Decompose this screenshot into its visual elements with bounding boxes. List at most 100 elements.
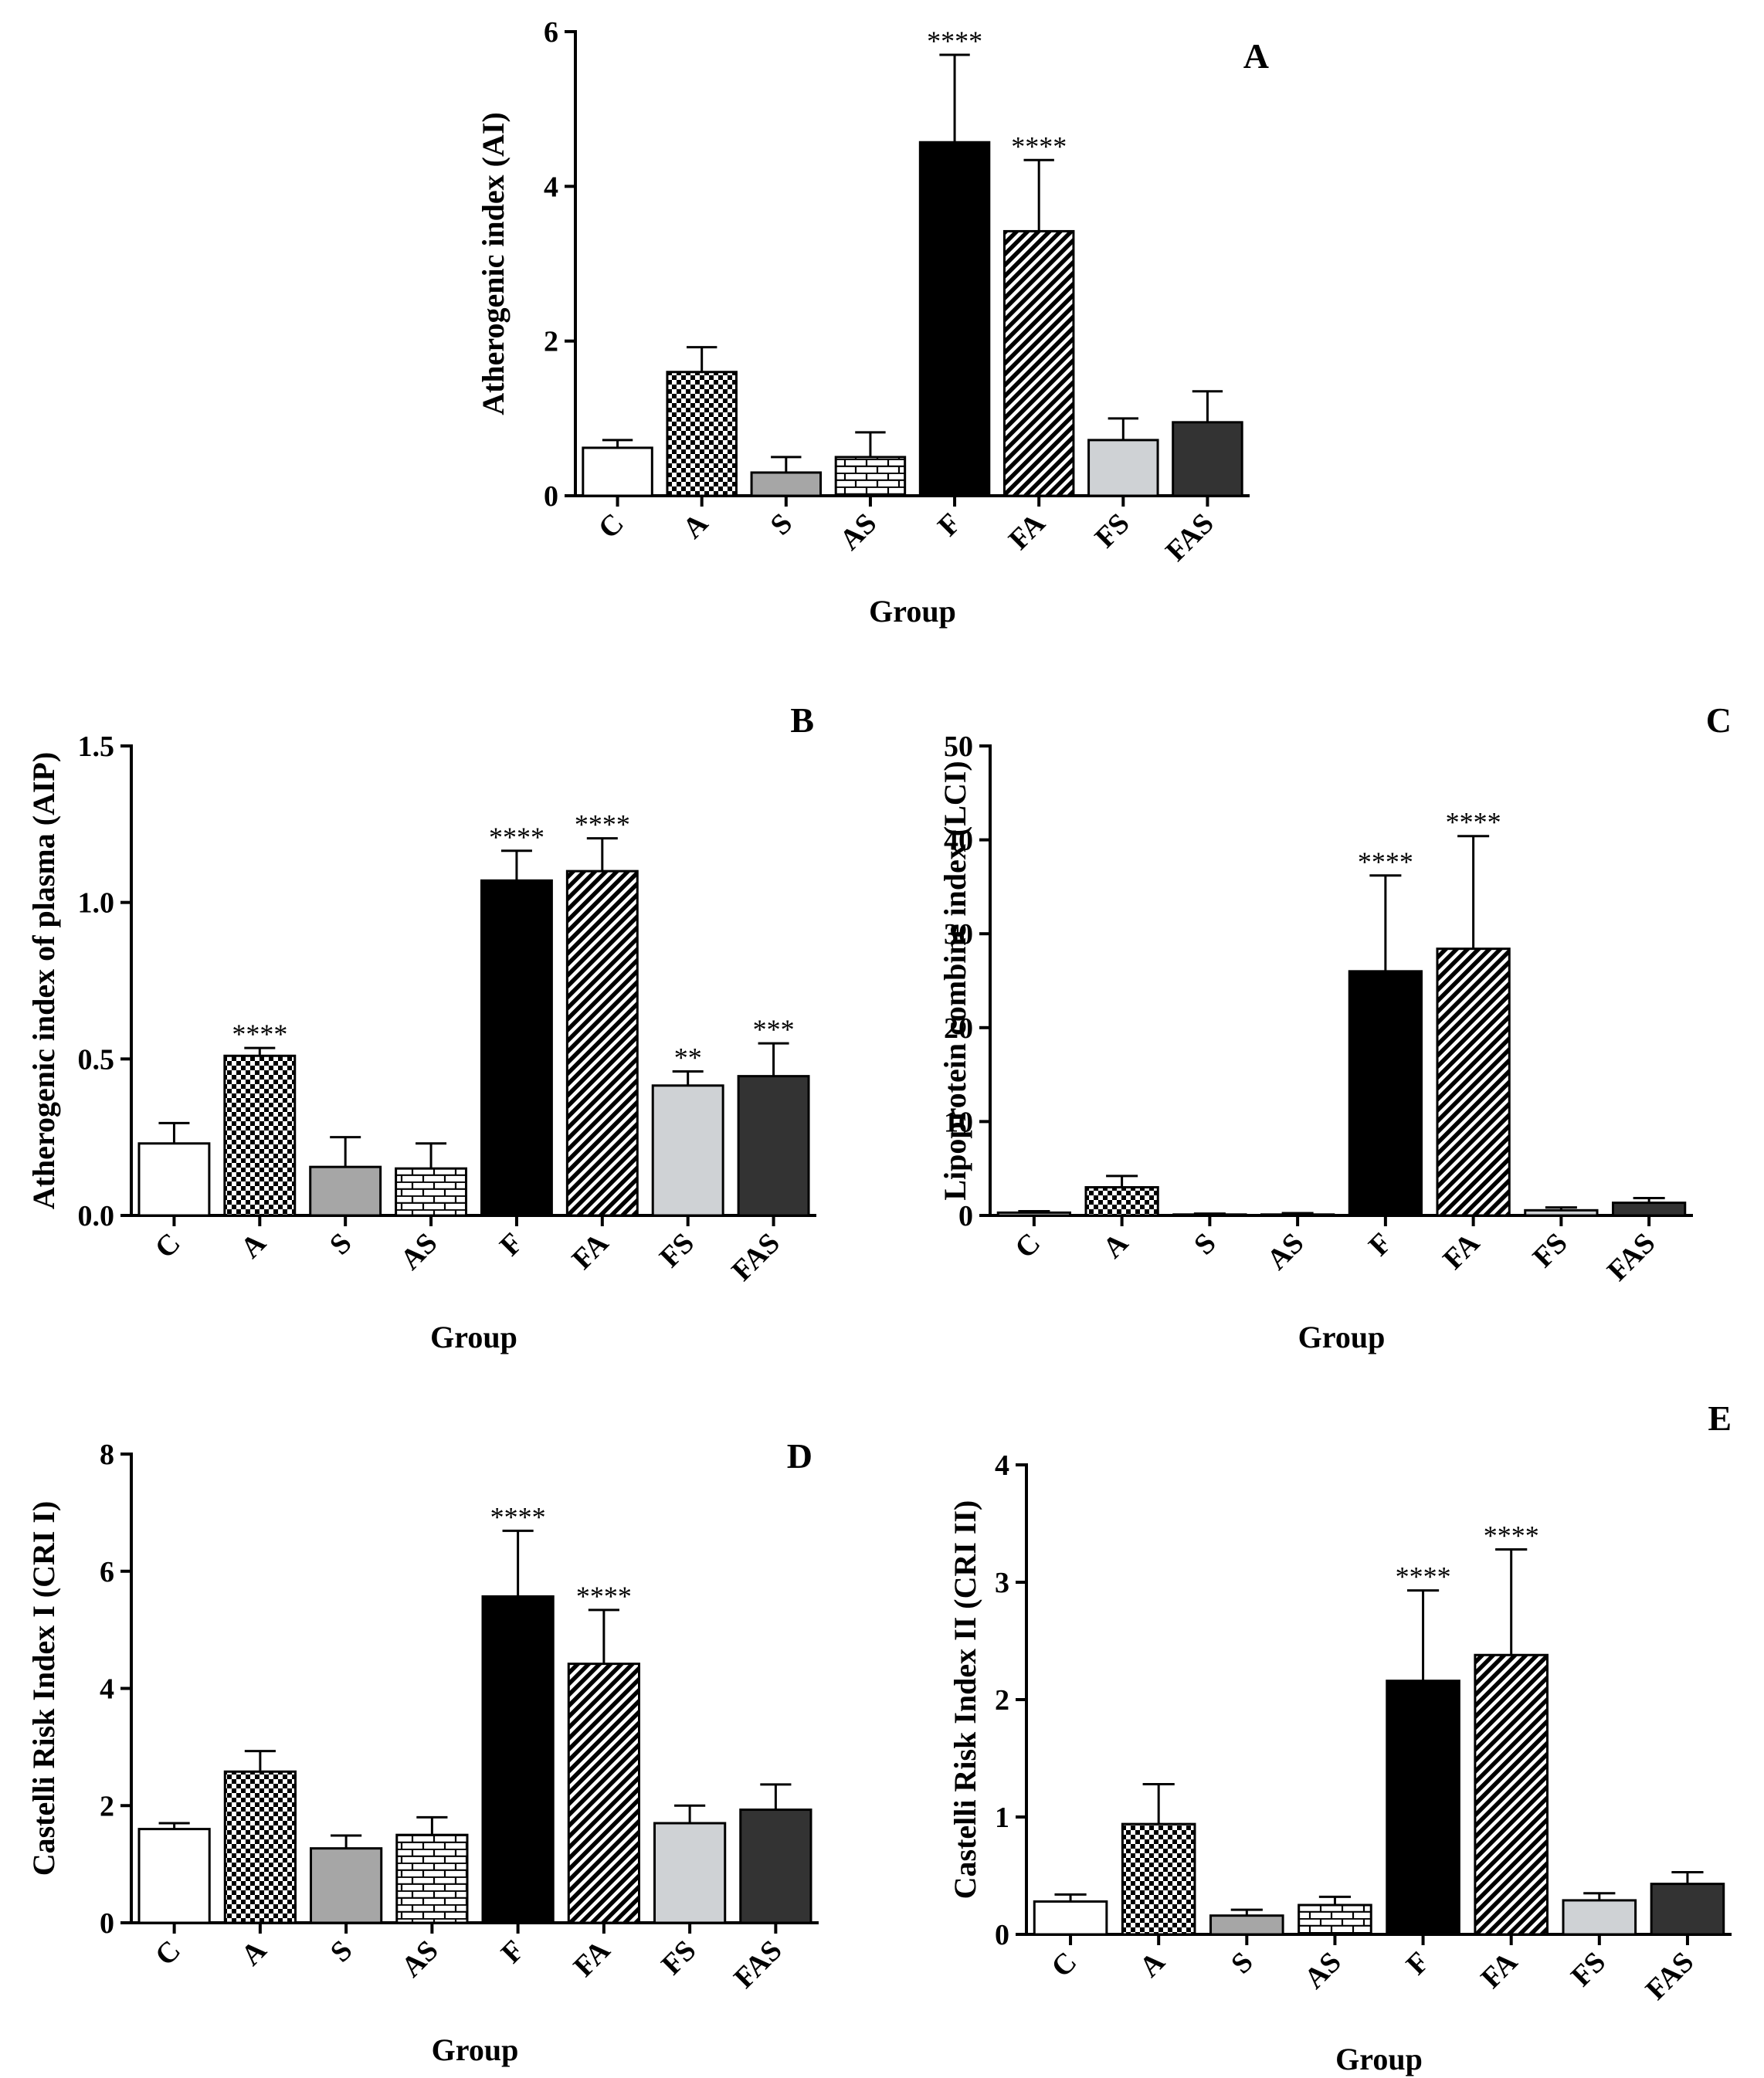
bar-s (750, 471, 823, 497)
y-tick-label: 20 (944, 1012, 973, 1045)
bar-c (996, 1211, 1072, 1217)
x-axis-title: Group (430, 1320, 517, 1354)
y-tick-label: 0 (544, 480, 558, 513)
x-category-label: C (1045, 1946, 1083, 1984)
bar-a (1084, 1186, 1159, 1217)
y-tick-label: 2 (544, 326, 558, 358)
bar-fs (653, 1822, 727, 1924)
x-category-label: AS (833, 507, 883, 557)
x-category-label: FA (1002, 507, 1052, 556)
x-category-label: A (235, 1934, 273, 1971)
y-tick-label: 0.5 (78, 1043, 115, 1076)
y-tick-label: 2 (100, 1790, 114, 1822)
x-category-label: F (495, 1934, 531, 1970)
significance-label: **** (576, 1581, 632, 1612)
x-category-label: AS (395, 1934, 445, 1984)
x-category-label: C (1009, 1227, 1047, 1265)
significance-label: **** (1358, 846, 1413, 877)
x-category-label: A (677, 507, 714, 544)
y-tick-label: 1.0 (78, 887, 115, 920)
bar-f (481, 1595, 555, 1924)
y-axis-title: Atherogenic index of plasma (AIP) (26, 752, 61, 1210)
x-axis-title: Group (1298, 1320, 1386, 1354)
bar-s (309, 1165, 382, 1217)
x-axis-title: Group (1335, 2042, 1423, 2076)
x-category-label: FS (653, 1227, 701, 1274)
x-category-label: S (765, 507, 799, 542)
y-tick-label: 0.0 (78, 1200, 115, 1232)
bar-fs (1087, 439, 1159, 497)
x-category-label: AS (394, 1227, 443, 1276)
bar-fa (1474, 1653, 1549, 1936)
x-category-label: A (1133, 1945, 1171, 1983)
bar-fa (567, 1663, 640, 1924)
bar-fa (1002, 229, 1075, 497)
panel-b: 0.00.51.01.5C****A S AS****F****FA**FS***F… (26, 700, 816, 1354)
bar-fs (651, 1084, 724, 1217)
y-tick-label: 2 (995, 1684, 1009, 1717)
x-category-label: FAS (1640, 1946, 1700, 2006)
bar-a (666, 371, 738, 497)
bar-f (918, 141, 991, 497)
bar-fas (1611, 1202, 1687, 1217)
y-tick-label: 8 (100, 1439, 114, 1471)
y-axis-title: Atherogenic index (AI) (476, 112, 511, 415)
bar-fa (1436, 947, 1511, 1217)
x-category-label: S (324, 1227, 358, 1262)
y-tick-label: 30 (944, 918, 973, 951)
x-category-label: F (1400, 1946, 1436, 1981)
bar-s (1209, 1914, 1284, 1936)
x-category-label: FAS (725, 1227, 785, 1287)
x-category-label: FA (1475, 1945, 1525, 1995)
bar-fas (1172, 421, 1243, 497)
x-category-label: FAS (1601, 1227, 1661, 1287)
x-category-label: FS (1565, 1946, 1612, 1993)
y-tick-label: 40 (944, 825, 973, 857)
bar-f (1386, 1680, 1460, 1936)
significance-label: **** (1484, 1520, 1539, 1551)
x-category-label: C (592, 507, 630, 545)
panel-letter: B (790, 700, 814, 740)
x-category-label: FA (566, 1226, 616, 1276)
significance-label: ** (674, 1042, 702, 1073)
bar-fa (565, 870, 639, 1217)
x-category-label: FA (1437, 1226, 1486, 1276)
bar-s (310, 1847, 383, 1924)
significance-label: **** (575, 809, 630, 840)
bar-fas (739, 1809, 812, 1924)
bar-fs (1562, 1899, 1637, 1936)
bar-a (223, 1054, 297, 1217)
x-category-label: S (324, 1934, 359, 1969)
significance-label: **** (1446, 807, 1501, 838)
y-axis-title: Castelli Risk Index II (CRI II) (948, 1500, 982, 1900)
x-category-label: S (1188, 1227, 1223, 1262)
significance-label: **** (490, 1501, 546, 1532)
panel-letter: D (787, 1436, 812, 1476)
x-category-label: F (494, 1227, 529, 1263)
panel-letter: A (1243, 36, 1269, 76)
x-category-label: FAS (1159, 507, 1220, 568)
x-category-label: C (149, 1227, 187, 1265)
y-tick-label: 0 (958, 1200, 973, 1232)
x-category-label: FA (568, 1934, 617, 1983)
bar-c (137, 1828, 211, 1924)
y-tick-label: 3 (995, 1567, 1009, 1599)
y-tick-label: 0 (100, 1907, 114, 1940)
significance-label: *** (753, 1014, 795, 1045)
bar-fs (1524, 1208, 1599, 1217)
y-axis-title: Lipoprotein combine index (LCI) (938, 761, 972, 1200)
y-tick-label: 4 (544, 171, 558, 203)
significance-label: **** (927, 25, 982, 56)
panel-letter: C (1706, 700, 1732, 740)
y-tick-label: 4 (100, 1673, 114, 1706)
y-tick-label: 4 (995, 1449, 1009, 1482)
bar-as (834, 456, 907, 497)
y-tick-label: 1.5 (78, 731, 115, 763)
significance-label: **** (1396, 1561, 1451, 1592)
bar-c (1033, 1900, 1108, 1936)
y-axis-title: Castelli Risk Index I (CRI I) (26, 1501, 61, 1876)
x-category-label: S (1225, 1946, 1260, 1981)
x-axis-title: Group (869, 594, 956, 629)
